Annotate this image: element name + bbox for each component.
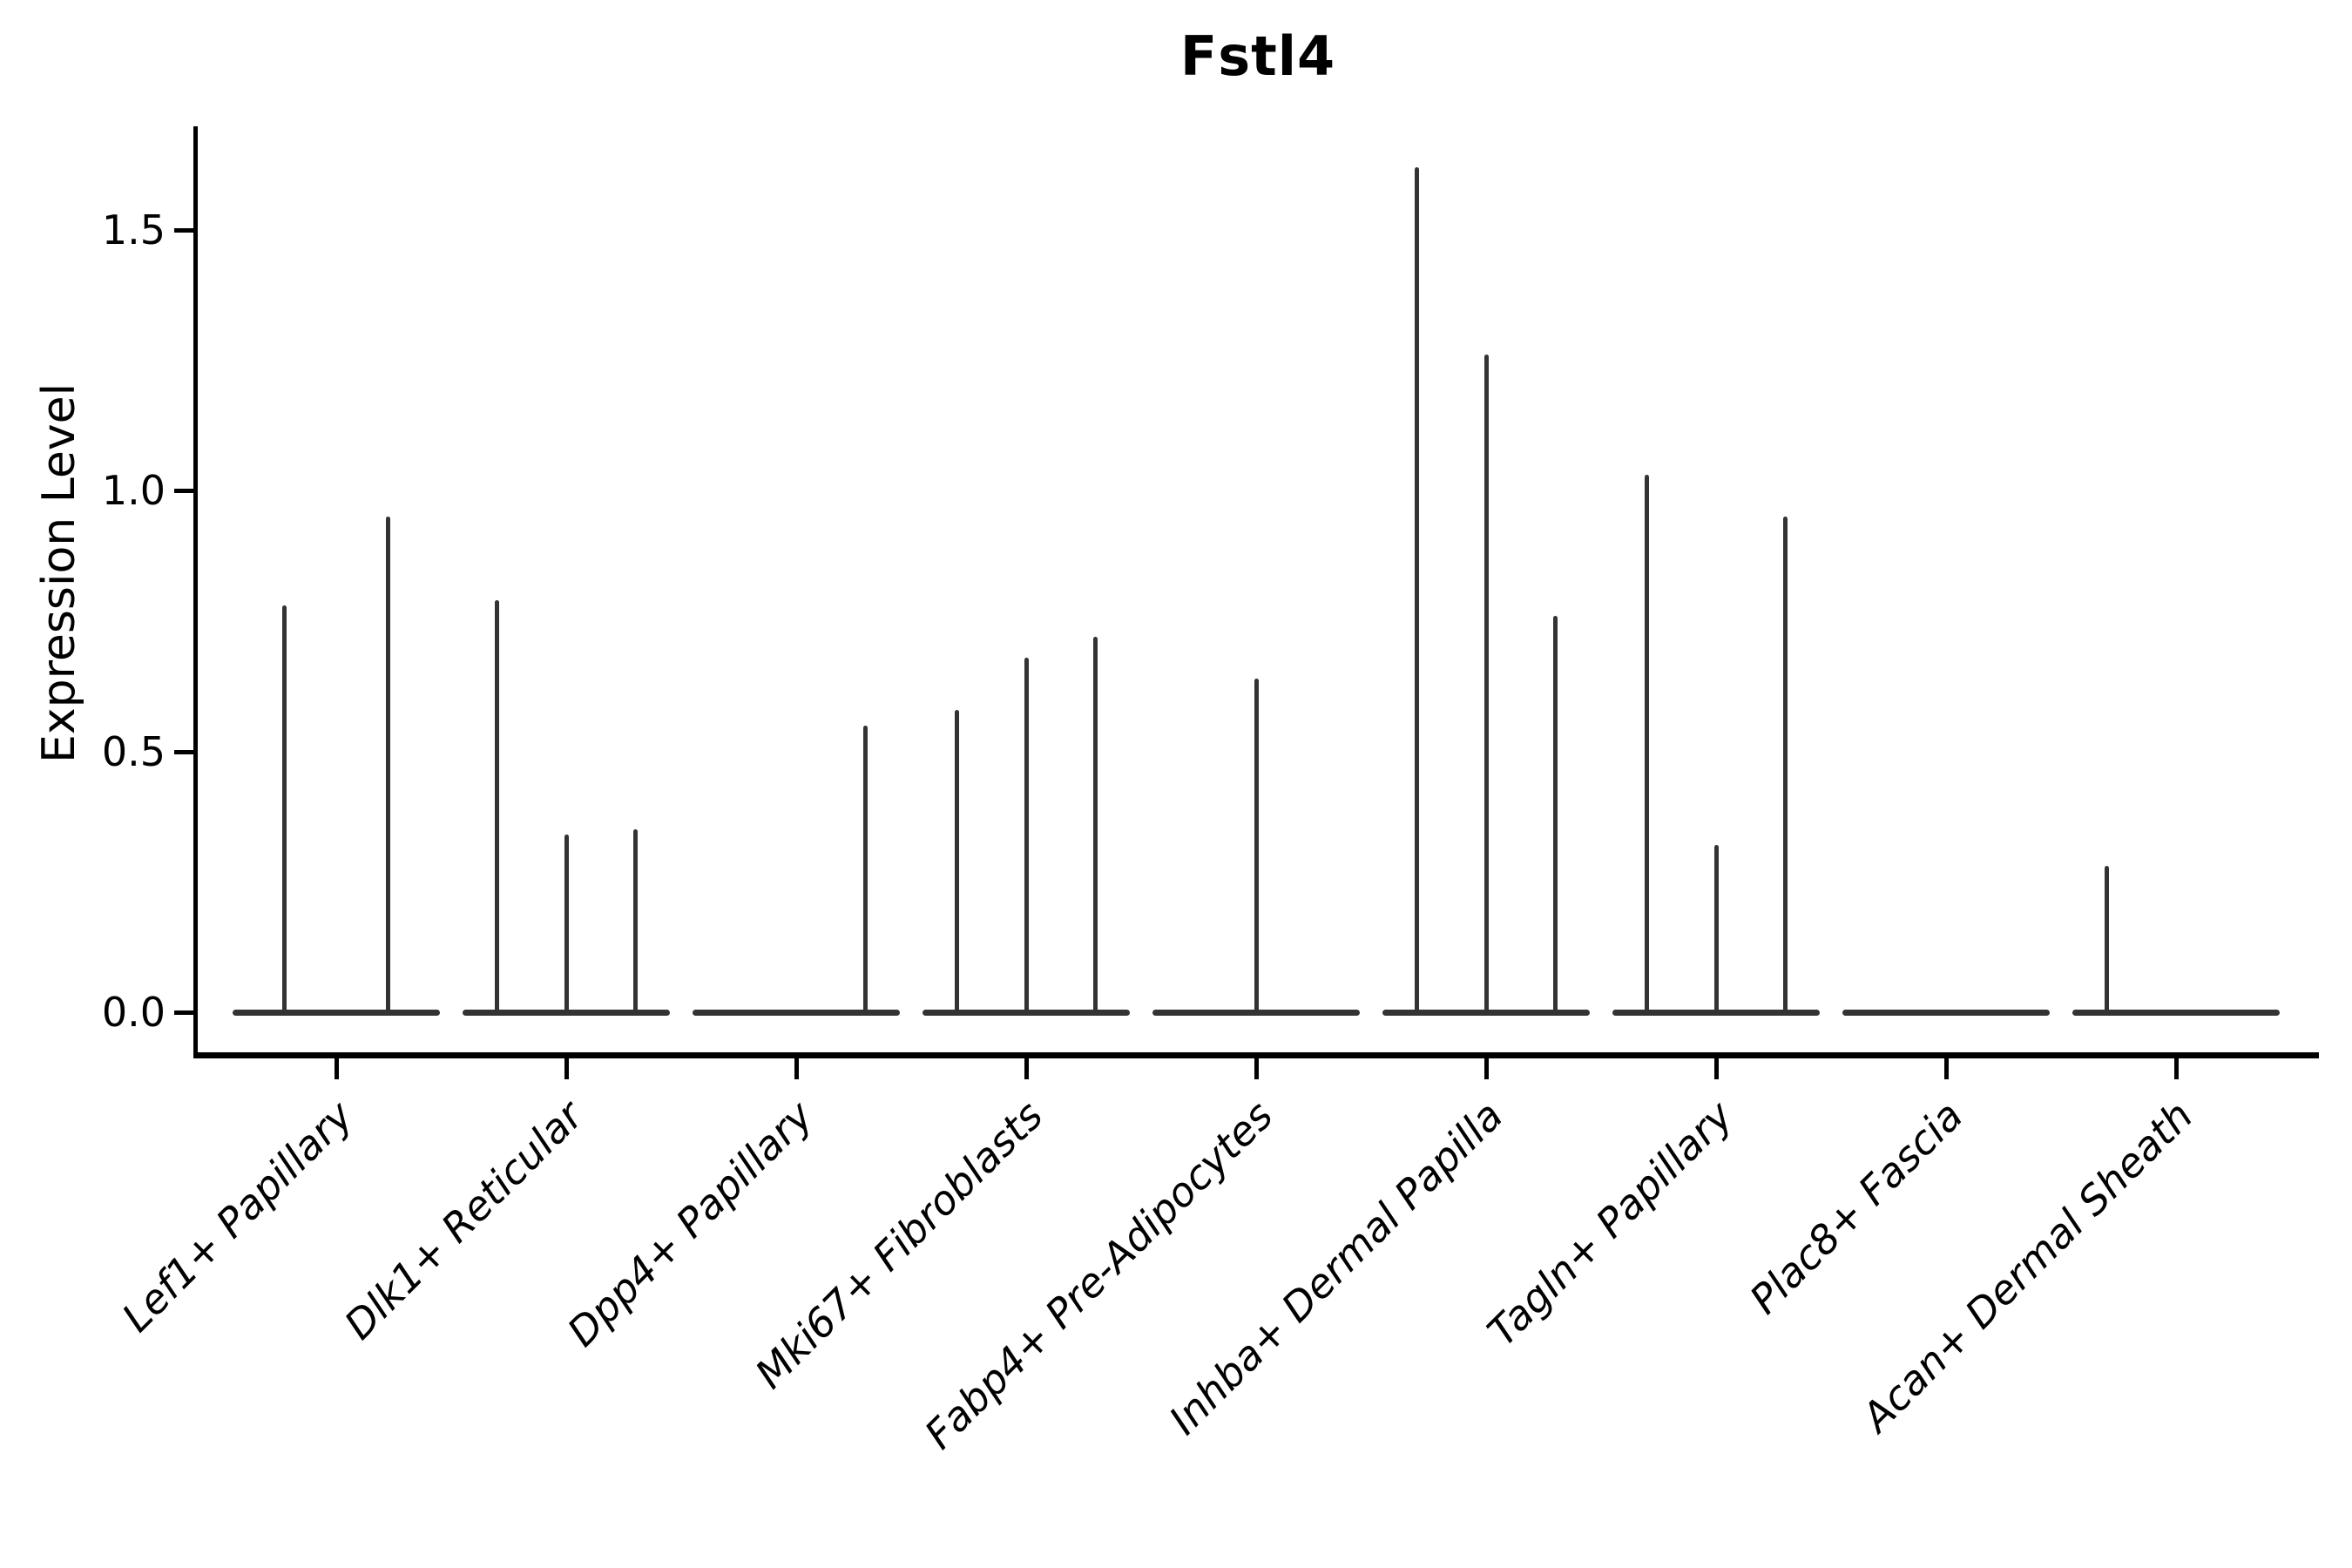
x-tick-mark (1944, 1058, 1949, 1079)
x-tick-label: Plac8+ Fascia (1740, 1092, 1972, 1323)
violin-spike (1024, 657, 1029, 1014)
x-tick-label: Acan+ Dermal Sheath (1853, 1092, 2202, 1441)
violin-spike (2105, 866, 2110, 1014)
violin-spike (282, 605, 287, 1014)
x-tick-mark (564, 1058, 569, 1079)
y-tick-label: 1.0 (101, 467, 166, 514)
x-tick-mark (335, 1058, 339, 1079)
x-tick-label: Dlk1+ Reticular (335, 1092, 592, 1348)
violin-spike (385, 516, 390, 1014)
x-tick-label: Inhba+ Dermal Papilla (1159, 1092, 1512, 1444)
plot-title: Fstl4 (1179, 24, 1336, 88)
y-tick-label: 0.5 (101, 727, 166, 775)
violin-spike (1713, 845, 1719, 1014)
violin-spike (1782, 516, 1788, 1014)
violin-spike (1415, 166, 1420, 1014)
y-tick-mark (174, 749, 195, 754)
violin-spike (1552, 615, 1558, 1014)
violin-spike (955, 709, 960, 1014)
violin-baseline (693, 1010, 900, 1016)
violin-spike (1092, 636, 1098, 1014)
violin-spike (495, 599, 500, 1014)
x-tick-label: Lef1+ Papillary (112, 1092, 362, 1342)
x-tick-label: Dpp4+ Papillary (558, 1092, 822, 1355)
y-tick-label: 0.0 (101, 989, 166, 1036)
x-tick-mark (1714, 1058, 1719, 1079)
x-tick-label: Mki67+ Fibroblasts (746, 1092, 1052, 1398)
violin-spike (862, 725, 868, 1014)
x-tick-mark (1484, 1058, 1489, 1079)
y-tick-label: 1.5 (101, 206, 166, 253)
violin-baseline (2072, 1010, 2280, 1016)
x-axis-spine (193, 1052, 2319, 1058)
violin-spike (1645, 475, 1650, 1014)
violin-spike (1254, 678, 1259, 1014)
x-tick-label: Fabp4+ Pre-Adipocytes (916, 1092, 1282, 1458)
y-tick-mark (174, 227, 195, 233)
x-tick-mark (2174, 1058, 2179, 1079)
violin-spike (632, 829, 638, 1014)
x-tick-mark (794, 1058, 799, 1079)
x-tick-mark (1024, 1058, 1029, 1079)
y-axis-spine (193, 126, 198, 1058)
violin-baseline (1842, 1010, 2050, 1016)
x-tick-mark (1254, 1058, 1259, 1079)
violin-spike (1484, 355, 1489, 1014)
violin-baseline (233, 1010, 440, 1016)
y-tick-mark (174, 489, 195, 493)
y-tick-mark (174, 1010, 195, 1015)
violin-spike (564, 835, 569, 1014)
x-tick-label: Tagln+ Papillary (1478, 1092, 1742, 1355)
